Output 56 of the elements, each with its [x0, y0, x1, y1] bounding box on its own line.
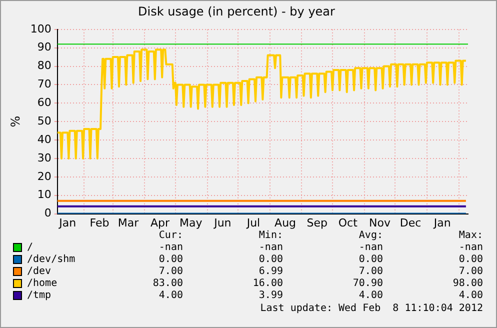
y-tick-label: 10 — [37, 188, 52, 202]
x-tick-label: Nov — [368, 216, 391, 230]
x-tick-label: Sep — [306, 216, 328, 230]
text: Last update: Wed Feb 8 11:10:04 2012 — [260, 303, 483, 315]
text: 70.90 — [352, 278, 383, 290]
text: Avg: — [358, 230, 383, 242]
y-axis-title: % — [8, 116, 22, 128]
x-tick-label: Aug — [274, 216, 296, 230]
y-tick-label: 0 — [44, 206, 52, 220]
text: 4.00 — [458, 290, 483, 302]
text: 83.00 — [152, 278, 183, 290]
y-tick-label: 20 — [37, 170, 52, 183]
text: 98.00 — [452, 278, 483, 290]
text: -nan — [258, 242, 283, 254]
text: 0.00 — [158, 254, 183, 266]
text: 4.00 — [358, 290, 383, 302]
text: 0.00 — [358, 254, 383, 266]
text: -nan — [358, 242, 383, 254]
chart-title: Disk usage (in percent) - by year — [138, 4, 336, 18]
legend-label: /tmp — [26, 290, 52, 302]
text: 7.00 — [458, 266, 483, 278]
text: -nan — [458, 242, 483, 254]
y-tick-label: 80 — [37, 59, 52, 72]
x-tick-label: May — [179, 216, 203, 230]
text: 4.00 — [158, 290, 183, 302]
text: 7.00 — [158, 266, 183, 278]
y-tick-label: 60 — [37, 96, 52, 110]
y-tick-label: 40 — [37, 132, 52, 146]
x-tick-label: Jan — [58, 216, 76, 230]
legend-label: / — [26, 242, 34, 254]
x-tick-label: Mar — [118, 216, 140, 230]
text: Max: — [458, 230, 483, 242]
y-tick-label: 30 — [37, 151, 52, 164]
x-tick-label: Jun — [213, 216, 232, 230]
x-tick-label: Oct — [338, 216, 358, 230]
text: 0.00 — [258, 254, 283, 266]
x-tick-label: Feb — [90, 216, 110, 230]
text: -nan — [158, 242, 183, 254]
text: Cur: — [158, 230, 183, 242]
legend-label: /dev/shm — [26, 254, 76, 266]
text: Min: — [258, 230, 283, 242]
text: 7.00 — [358, 266, 383, 278]
y-tick-label: 90 — [37, 40, 52, 54]
y-tick-label: 50 — [37, 114, 52, 128]
text: 6.99 — [258, 266, 283, 278]
text: 3.99 — [258, 290, 283, 302]
y-tick-label: 70 — [37, 78, 52, 91]
text: 16.00 — [252, 278, 283, 290]
x-tick-label: Jan — [432, 216, 451, 230]
legend-label: /home — [26, 278, 58, 290]
text: 0.00 — [458, 254, 483, 266]
x-tick-label: Apr — [150, 216, 170, 230]
x-tick-label: Dec — [400, 216, 422, 230]
x-tick-label: Jul — [246, 216, 260, 230]
legend-label: /dev — [26, 266, 52, 278]
y-tick-label: 100 — [30, 22, 52, 36]
